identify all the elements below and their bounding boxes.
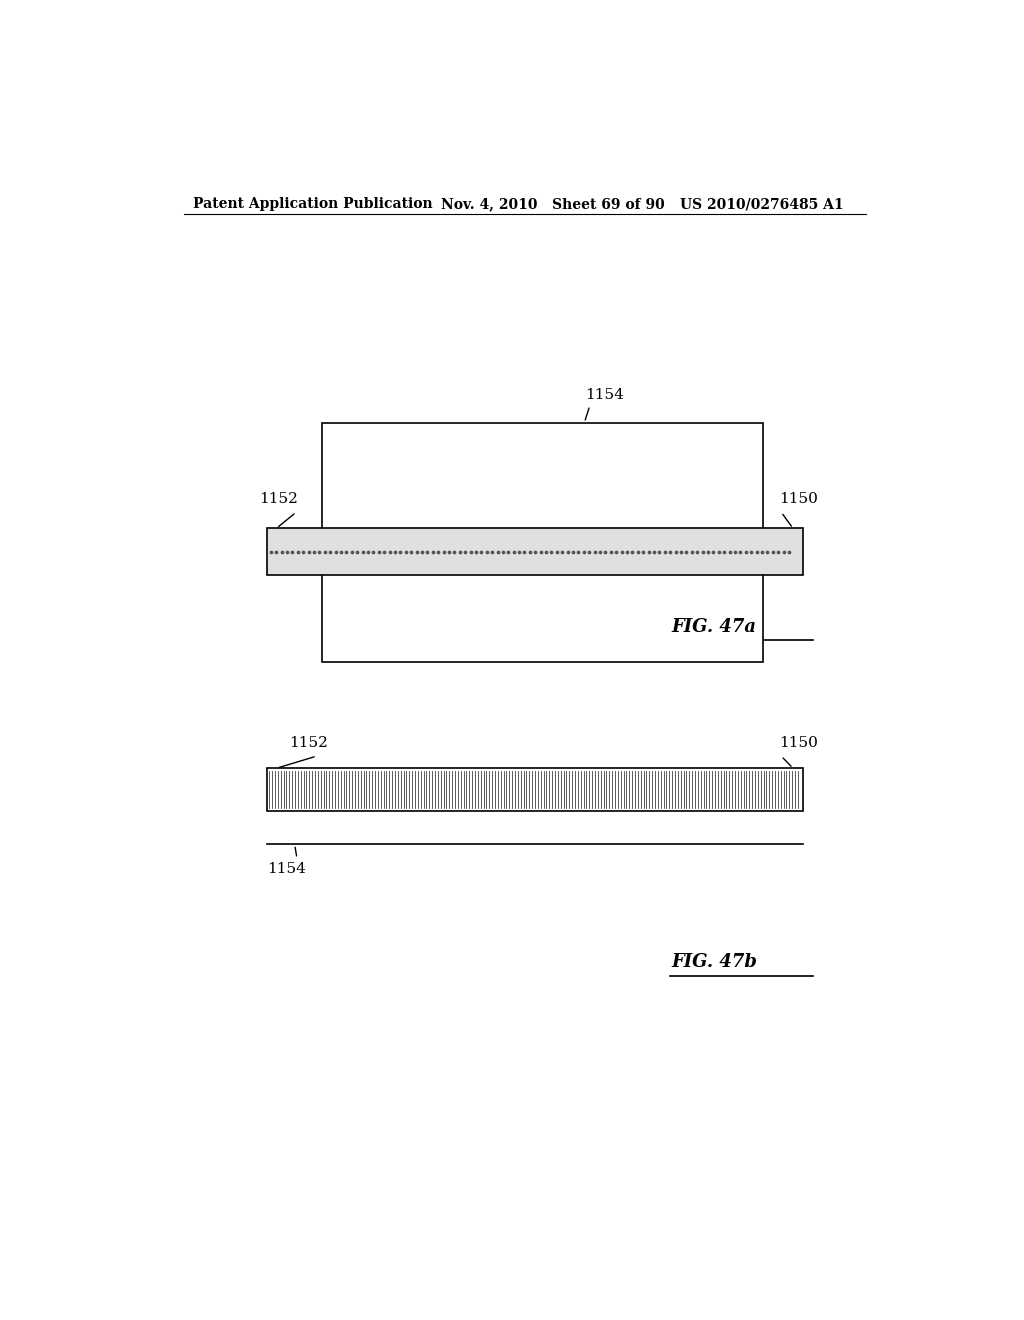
Text: Nov. 4, 2010   Sheet 69 of 90: Nov. 4, 2010 Sheet 69 of 90 [441, 197, 666, 211]
Text: FIG. 47b: FIG. 47b [672, 953, 758, 972]
Text: 1152: 1152 [290, 737, 329, 750]
Text: FIG. 47a: FIG. 47a [672, 618, 757, 636]
Text: US 2010/0276485 A1: US 2010/0276485 A1 [680, 197, 843, 211]
Bar [267, 768, 803, 810]
Text: 1154: 1154 [267, 862, 306, 875]
Text: Patent Application Publication: Patent Application Publication [194, 197, 433, 211]
Text: 1154: 1154 [585, 388, 624, 403]
Bar [323, 570, 763, 661]
Text: 1150: 1150 [779, 492, 818, 506]
Bar [267, 528, 803, 576]
Bar [323, 422, 763, 540]
Text: 1152: 1152 [259, 492, 298, 506]
Text: 1150: 1150 [779, 737, 818, 750]
